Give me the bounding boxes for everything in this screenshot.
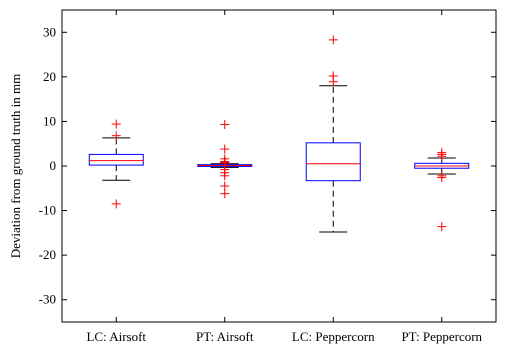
outlier-marker (220, 144, 230, 154)
box-group-2 (197, 120, 253, 199)
outlier-marker (111, 119, 121, 129)
box-group-4 (414, 148, 470, 232)
box-group-3 (305, 35, 361, 233)
y-tick-label: -10 (39, 203, 56, 218)
x-tick-label: LC: Peppercorn (292, 329, 375, 344)
x-tick-label: PT: Peppercorn (401, 329, 482, 344)
y-tick-label: 0 (50, 158, 57, 173)
outlier-marker (328, 35, 338, 45)
y-axis: -30 -20 -10 0 10 20 30 (39, 24, 496, 307)
outlier-marker (111, 131, 121, 141)
x-tick-label: PT: Airsoft (196, 329, 254, 344)
y-axis-label: Deviation from ground truth in mm (8, 74, 23, 259)
outlier-marker (437, 173, 447, 183)
outlier-marker (220, 181, 230, 191)
outlier-marker (220, 120, 230, 130)
y-tick-label: 20 (43, 69, 56, 84)
y-tick-label: 30 (43, 24, 56, 39)
boxes (88, 35, 470, 233)
box-group-1 (88, 119, 144, 209)
outlier-marker (111, 199, 121, 209)
y-tick-label: -20 (39, 247, 56, 262)
box (305, 142, 361, 182)
x-axis: LC: Airsoft PT: Airsoft LC: Peppercorn PT: … (86, 10, 483, 344)
y-tick-label: 10 (43, 113, 56, 128)
outlier-marker (437, 151, 447, 161)
outlier-marker (437, 222, 447, 232)
outlier-marker (220, 189, 230, 199)
outlier-marker (328, 77, 338, 87)
box (88, 153, 144, 166)
y-tick-label: -30 (39, 292, 56, 307)
x-tick-label: LC: Airsoft (86, 329, 146, 344)
outlier-marker (220, 171, 230, 181)
